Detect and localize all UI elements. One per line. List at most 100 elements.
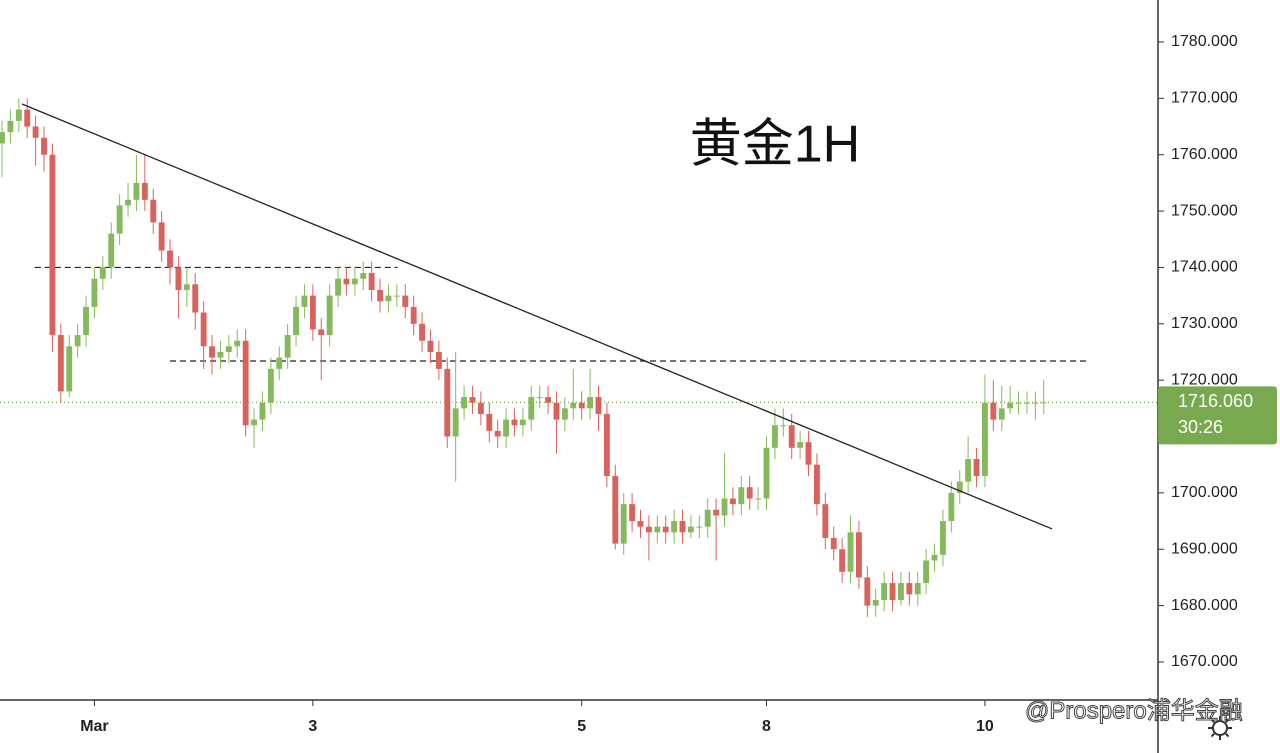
y-tick-label: 1760.000 bbox=[1171, 146, 1238, 163]
candle-body bbox=[225, 346, 232, 352]
candle-body bbox=[889, 583, 896, 600]
candle-body bbox=[32, 126, 39, 138]
y-tick-label: 1750.000 bbox=[1171, 202, 1238, 219]
candle-body bbox=[704, 509, 711, 527]
candle-body bbox=[301, 295, 308, 307]
candle-body bbox=[528, 397, 535, 420]
candle-body bbox=[167, 250, 173, 268]
x-tick-label: 5 bbox=[577, 718, 586, 735]
candle-body bbox=[57, 335, 64, 392]
x-tick-label: Mar bbox=[80, 718, 108, 735]
candle-body bbox=[839, 549, 846, 572]
candle-body bbox=[217, 351, 224, 358]
candle-body bbox=[461, 397, 468, 409]
candle-body bbox=[637, 521, 644, 527]
candle-body bbox=[713, 509, 720, 516]
y-tick-label: 1690.000 bbox=[1171, 540, 1238, 557]
candle-body bbox=[788, 425, 795, 448]
candle-body bbox=[721, 498, 728, 516]
candle-body bbox=[1007, 402, 1014, 409]
candle-body bbox=[251, 419, 257, 426]
candle-body bbox=[125, 199, 131, 206]
candle-body bbox=[133, 182, 140, 200]
candle-body bbox=[360, 273, 367, 279]
candle-body bbox=[696, 526, 703, 528]
candle-body bbox=[561, 408, 568, 420]
candle-body bbox=[612, 475, 619, 544]
last-price-label: 1716.060 bbox=[1178, 391, 1253, 411]
candle-body bbox=[1015, 402, 1022, 404]
candle-body bbox=[587, 397, 594, 409]
candle-body bbox=[116, 205, 123, 234]
trendline bbox=[21, 103, 1053, 530]
candle-body bbox=[15, 109, 22, 121]
candle-body bbox=[326, 295, 333, 336]
candle-body bbox=[91, 278, 98, 307]
candle-body bbox=[746, 487, 753, 499]
last-price-box bbox=[1158, 386, 1277, 445]
chart-title: 黄金1H bbox=[690, 116, 860, 174]
candle-body bbox=[469, 397, 476, 403]
candle-body bbox=[923, 560, 930, 584]
candle-body bbox=[41, 137, 47, 155]
y-tick-label: 1700.000 bbox=[1171, 484, 1238, 501]
candle-body bbox=[872, 599, 879, 606]
candle-body bbox=[654, 526, 661, 533]
candle-body bbox=[0, 132, 5, 144]
y-tick-label: 1780.000 bbox=[1171, 33, 1238, 50]
candle-body bbox=[570, 402, 577, 409]
candle-body bbox=[158, 222, 165, 251]
candle-body bbox=[351, 278, 358, 285]
candle-body bbox=[452, 408, 459, 437]
candle-body bbox=[410, 306, 417, 324]
candle-body bbox=[973, 459, 980, 476]
candle-body bbox=[385, 295, 392, 302]
candle-body bbox=[402, 295, 409, 307]
candle-body bbox=[276, 357, 283, 369]
candle-body bbox=[645, 526, 652, 533]
candle-body bbox=[931, 554, 938, 561]
y-tick-label: 1770.000 bbox=[1171, 90, 1238, 107]
candle-body bbox=[755, 498, 762, 500]
candle-body bbox=[503, 419, 510, 437]
candle-body bbox=[309, 295, 316, 330]
candle-body bbox=[813, 464, 820, 505]
candle-body bbox=[49, 154, 56, 336]
candle-body bbox=[679, 521, 686, 533]
candle-body bbox=[738, 487, 745, 505]
watermark: @Prospero浦华金融 bbox=[1025, 697, 1243, 724]
candle-body bbox=[805, 442, 812, 465]
y-tick-label: 1720.000 bbox=[1171, 371, 1238, 388]
candle-body bbox=[519, 419, 526, 426]
y-tick-label: 1680.000 bbox=[1171, 597, 1238, 614]
candle-body bbox=[343, 278, 350, 285]
settings-icon[interactable] bbox=[1208, 716, 1232, 740]
candle-body bbox=[687, 526, 694, 533]
candle-body bbox=[822, 504, 829, 538]
x-tick-label: 8 bbox=[762, 718, 771, 735]
candle-body bbox=[620, 504, 627, 544]
candle-body bbox=[897, 583, 904, 600]
x-tick-label: 3 bbox=[308, 718, 317, 735]
candle-body bbox=[855, 532, 862, 578]
candle-body bbox=[939, 521, 946, 555]
candle-body bbox=[150, 199, 157, 223]
candle-body bbox=[234, 340, 241, 347]
candle-body bbox=[7, 120, 14, 133]
x-tick-label: 10 bbox=[976, 718, 994, 735]
candle-body bbox=[965, 459, 972, 482]
candle-body bbox=[830, 537, 837, 550]
candle-body bbox=[578, 402, 585, 409]
candle-body bbox=[603, 413, 610, 476]
candle-body bbox=[24, 109, 31, 127]
candle-body bbox=[335, 278, 341, 296]
y-tick-label: 1740.000 bbox=[1171, 259, 1238, 276]
candle-body bbox=[318, 329, 325, 336]
candle-body bbox=[419, 323, 426, 341]
candle-body bbox=[393, 295, 400, 297]
candle-body bbox=[511, 419, 518, 426]
candle-body bbox=[981, 402, 988, 476]
candle-body bbox=[108, 233, 115, 268]
candle-body bbox=[368, 273, 375, 290]
candle-body bbox=[864, 577, 871, 606]
